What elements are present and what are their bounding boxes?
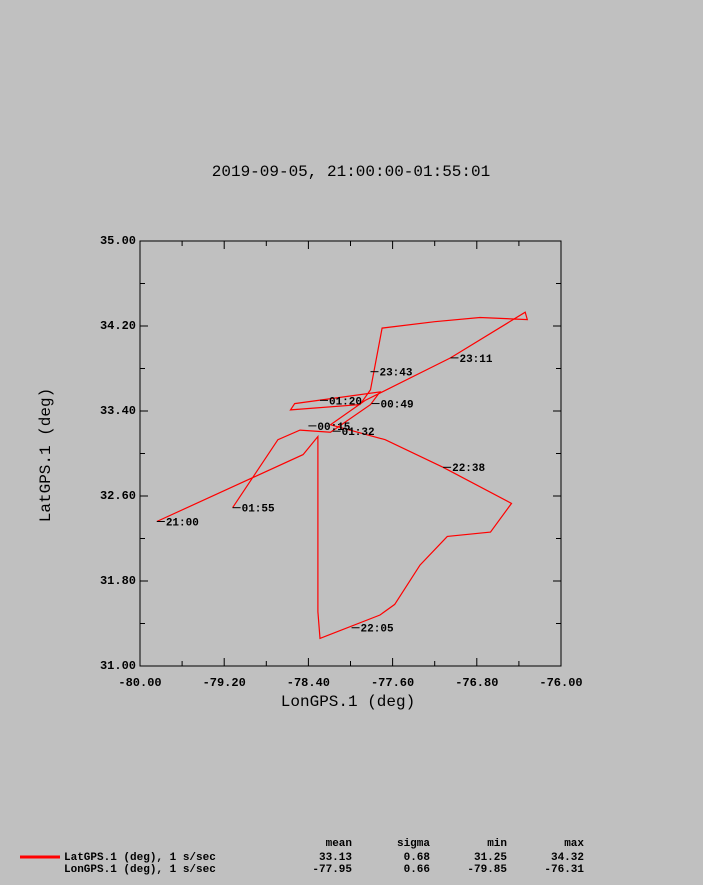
annotation-label: 21:00 — [166, 517, 199, 529]
stats-value: 34.32 — [551, 852, 584, 864]
stats-header: mean — [326, 838, 352, 850]
stats-value: 31.25 — [474, 852, 507, 864]
stats-header: sigma — [397, 838, 430, 850]
x-tick-label: -78.40 — [287, 676, 330, 690]
chart-title: 2019-09-05, 21:00:00-01:55:01 — [212, 163, 490, 181]
x-tick-label: -77.60 — [371, 676, 414, 690]
y-tick-label: 32.60 — [100, 489, 136, 503]
y-tick-label: 34.20 — [100, 319, 136, 333]
y-axis-label: LatGPS.1 (deg) — [37, 388, 55, 522]
annotation-label: 01:55 — [242, 504, 275, 516]
x-tick-label: -76.80 — [455, 676, 498, 690]
y-tick-label: 35.00 — [100, 234, 136, 248]
annotation-label: 23:43 — [379, 368, 412, 380]
x-axis-label: LonGPS.1 (deg) — [281, 693, 415, 711]
y-tick-label: 31.80 — [100, 574, 136, 588]
annotation-label: 01:20 — [329, 396, 362, 408]
stats-header: max — [564, 838, 584, 850]
stats-value: 33.13 — [319, 852, 352, 864]
x-tick-label: -76.00 — [539, 676, 582, 690]
annotation-label: 22:05 — [361, 624, 394, 636]
y-tick-label: 31.00 — [100, 659, 136, 673]
stats-value: -76.31 — [544, 864, 584, 876]
stats-value: -77.95 — [312, 864, 352, 876]
stats-header: min — [487, 838, 507, 850]
stats-value: 0.66 — [404, 864, 430, 876]
legend-label: LatGPS.1 (deg), 1 s/sec — [64, 852, 216, 864]
y-tick-label: 33.40 — [100, 404, 136, 418]
annotation-label: 00:15 — [317, 422, 350, 434]
stats-value: -79.85 — [467, 864, 507, 876]
stats-value: 0.68 — [404, 852, 431, 864]
x-tick-label: -79.20 — [203, 676, 246, 690]
x-tick-label: -80.00 — [118, 676, 161, 690]
legend-label: LonGPS.1 (deg), 1 s/sec — [64, 864, 216, 876]
annotation-label: 22:38 — [452, 463, 485, 475]
annotation-label: 01:32 — [342, 427, 375, 439]
annotation-label: 23:11 — [459, 354, 492, 366]
plot-frame — [139, 240, 562, 667]
annotation-label: 00:49 — [381, 399, 414, 411]
